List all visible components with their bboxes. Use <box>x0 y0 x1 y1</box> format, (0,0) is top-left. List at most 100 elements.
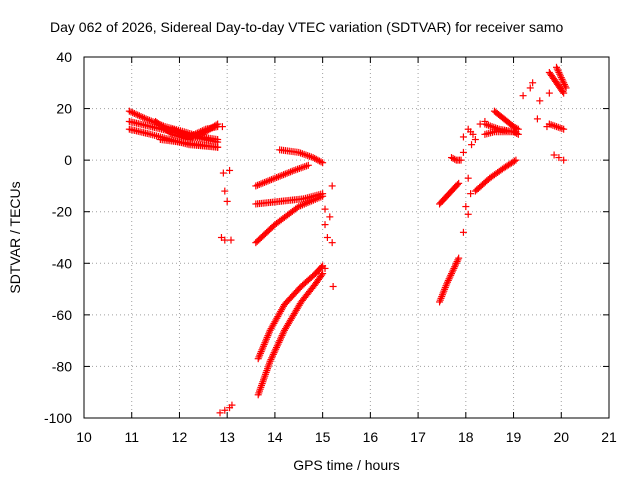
data-point <box>273 344 280 352</box>
y-tick-label: -60 <box>52 307 72 323</box>
data-point <box>444 278 452 286</box>
data-point <box>278 331 286 339</box>
data-point <box>444 276 452 284</box>
data-point <box>323 234 331 241</box>
data-point <box>560 81 568 89</box>
data-point <box>190 131 198 139</box>
data-point <box>446 273 454 281</box>
data-point <box>311 154 319 162</box>
data-point <box>317 263 325 271</box>
plot-frame <box>83 56 610 419</box>
data-point <box>309 154 317 162</box>
data-point <box>448 268 456 276</box>
data-point <box>529 79 537 87</box>
data-point <box>328 239 336 247</box>
data-point <box>227 236 235 244</box>
data-point <box>455 179 463 187</box>
series-pt-b <box>321 182 337 290</box>
data-point <box>197 128 205 136</box>
data-point <box>216 409 224 417</box>
tick-layer: 10 11 12 13 14 15 16 17 18 19 20 21 -100 -80 -60 -40 -20… <box>44 49 617 445</box>
series-arc-b3 <box>252 190 327 208</box>
data-point <box>314 156 322 164</box>
data-point <box>464 125 472 133</box>
data-point <box>187 132 195 140</box>
data-point <box>449 266 457 274</box>
data-point <box>221 236 229 244</box>
data-point <box>452 259 460 267</box>
data-point <box>451 263 459 271</box>
data-point <box>550 151 558 159</box>
data-point <box>467 190 475 198</box>
data-point <box>137 113 145 121</box>
data-mark-layer <box>125 63 570 417</box>
data-point <box>321 221 329 229</box>
data-point <box>319 262 327 270</box>
y-axis-label: SDTVAR / TECUs <box>7 181 23 293</box>
data-point <box>511 129 519 137</box>
y-tick-label: 0 <box>64 152 72 168</box>
series-arc-b2 <box>276 146 327 167</box>
data-point <box>459 148 467 156</box>
data-point <box>192 130 200 138</box>
series-arc-b1 <box>252 161 312 190</box>
data-point <box>177 129 185 137</box>
x-tick-label: 13 <box>219 429 235 445</box>
y-tick-label: -20 <box>52 204 72 220</box>
data-point <box>279 330 287 338</box>
data-point <box>326 213 334 221</box>
x-tick-label: 19 <box>506 429 522 445</box>
data-point <box>453 258 461 266</box>
series-pt-c <box>216 401 236 417</box>
series-pt-f <box>536 89 568 164</box>
data-point <box>561 82 569 90</box>
data-point <box>276 335 284 343</box>
data-point <box>512 128 520 136</box>
series-arc-d2 <box>436 254 463 306</box>
series-arc-c1 <box>254 262 327 363</box>
series-arc-e2 <box>490 107 522 133</box>
data-point <box>553 63 560 71</box>
data-point <box>481 117 489 125</box>
series-arc-f3 <box>545 120 568 133</box>
chart-title: Day 062 of 2026, Sidereal Day-to-day VTE… <box>50 19 563 35</box>
data-point <box>200 126 208 134</box>
y-tick-label: 20 <box>56 101 72 117</box>
data-point <box>178 130 186 138</box>
data-point <box>273 342 281 350</box>
data-point <box>555 68 563 76</box>
data-point <box>272 345 280 353</box>
data-point <box>560 156 568 164</box>
data-point <box>180 131 188 139</box>
data-point <box>267 356 275 364</box>
data-point <box>139 113 147 121</box>
data-point <box>553 65 561 73</box>
data-point <box>274 340 282 348</box>
data-point <box>543 123 551 131</box>
data-point <box>318 271 326 279</box>
data-point <box>462 203 470 211</box>
data-point <box>457 156 465 164</box>
data-point <box>269 352 277 360</box>
y-tick-label: -40 <box>52 255 72 271</box>
data-point <box>464 174 472 182</box>
series-arc-f1 <box>545 68 568 97</box>
data-point <box>554 67 562 75</box>
data-point <box>319 270 327 278</box>
data-point <box>526 84 534 92</box>
data-point <box>268 354 276 362</box>
data-point <box>556 70 564 78</box>
data-point <box>182 131 190 139</box>
x-axis-label: GPS time / hours <box>293 457 400 473</box>
data-point <box>134 111 142 119</box>
data-point <box>443 280 451 288</box>
data-point <box>198 127 206 135</box>
series-arc-d1 <box>436 179 463 208</box>
data-point <box>449 154 457 162</box>
data-point <box>312 155 320 163</box>
data-point <box>557 74 565 82</box>
data-point <box>130 109 138 117</box>
data-point <box>510 157 518 165</box>
data-point <box>195 128 203 136</box>
